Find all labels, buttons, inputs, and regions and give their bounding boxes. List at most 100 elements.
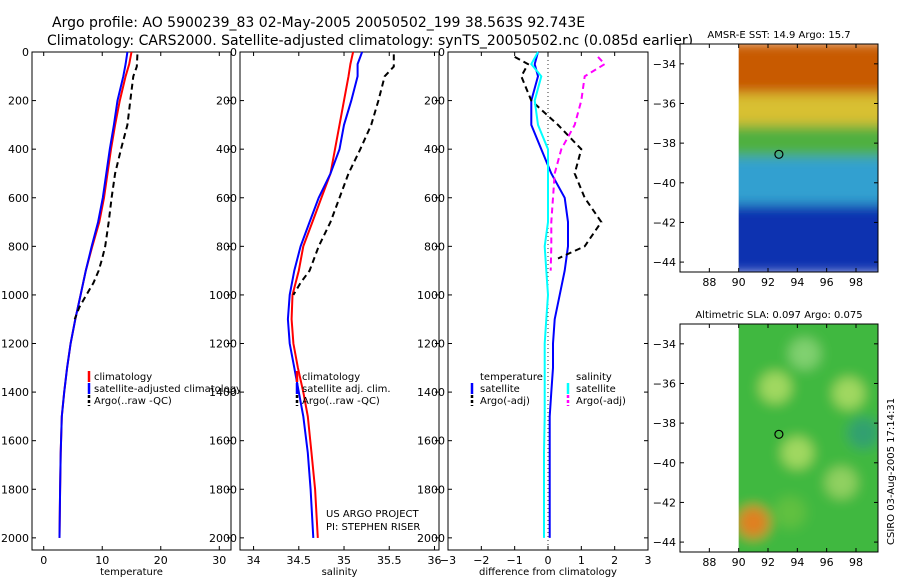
difference-xtick-label: 3 bbox=[645, 554, 652, 567]
salinity-xtick-label: 34.5 bbox=[287, 554, 312, 567]
sst_map-field bbox=[738, 44, 879, 272]
sst_map-xtick-label: 92 bbox=[761, 276, 775, 289]
sst_map-xtick-label: 90 bbox=[732, 276, 746, 289]
sla_map-ytick-label: −36 bbox=[653, 377, 676, 390]
project-note-line2: PI: STEPHEN RISER bbox=[326, 522, 420, 533]
difference-ytick-label: 200 bbox=[424, 95, 445, 108]
temperature-ytick-label: 1000 bbox=[1, 289, 29, 302]
difference-legend-label: satellite bbox=[480, 384, 520, 395]
sst_map-zone bbox=[738, 125, 879, 161]
difference-ytick-label: 1600 bbox=[417, 435, 445, 448]
sla_map-xtick-label: 90 bbox=[732, 556, 746, 569]
difference-legend-label: Argo(-adj) bbox=[576, 396, 626, 407]
salinity-ytick-label: 200 bbox=[216, 95, 237, 108]
header-line2: Climatology: CARS2000. Satellite-adjuste… bbox=[47, 33, 693, 49]
sla-map-panel: −34 −36 −38 −40 −42 −44 88 90 92 94 96 98 Altimetric… bbox=[653, 310, 879, 569]
sla_map-blob bbox=[774, 496, 806, 529]
difference-xtick-label: 0 bbox=[545, 554, 552, 567]
sla_map-blob bbox=[759, 371, 792, 404]
difference-series-temperature-argo-adj bbox=[514, 56, 603, 260]
salinity-frame bbox=[239, 51, 440, 551]
sla_map-title: Altimetric SLA: 0.097 Argo: 0.075 bbox=[695, 310, 862, 321]
salinity-ytick-label: 400 bbox=[216, 143, 237, 156]
sst_map-zone bbox=[738, 204, 879, 272]
sla_map-field-blurred bbox=[738, 324, 879, 552]
sla_map-ytick-label: −44 bbox=[653, 536, 676, 549]
temperature-ytick-label: 1800 bbox=[1, 483, 29, 496]
difference-xlabel: difference from climatology bbox=[479, 567, 617, 578]
temperature-xtick-label: 10 bbox=[95, 554, 109, 567]
sla_map-xtick-label: 98 bbox=[849, 556, 863, 569]
sla_map-ytick-label: −38 bbox=[653, 417, 676, 430]
sla_map-xtick-label: 88 bbox=[702, 556, 716, 569]
project-note-line1: US ARGO PROJECT bbox=[326, 509, 420, 520]
salinity-legend-label: satellite adj. clim. bbox=[302, 384, 391, 395]
sst_map-ytick-label: −42 bbox=[653, 216, 676, 229]
salinity-xtick-label: 34 bbox=[247, 554, 261, 567]
sla_map-ytick-label: −40 bbox=[653, 457, 676, 470]
sst_map-ytick-label: −34 bbox=[653, 58, 676, 71]
salinity-legend-label: climatology bbox=[302, 372, 360, 383]
difference-ytick-label: 600 bbox=[424, 192, 445, 205]
difference-xtick-label: 1 bbox=[578, 554, 585, 567]
salinity-xtick-label: 36 bbox=[427, 554, 441, 567]
temperature-ytick-label: 1600 bbox=[1, 435, 29, 448]
temperature-series-satellite-adjusted-climatology bbox=[58, 51, 129, 538]
salinity-panel: 0 200 400 600 800 1000 1200 1400 1600 1800 2000 34 3… bbox=[209, 46, 441, 578]
sla_map-blob bbox=[781, 436, 814, 469]
sst_map-title: AMSR-E SST: 14.9 Argo: 15.7 bbox=[707, 30, 850, 41]
sla_map-xtick-label: 94 bbox=[790, 556, 804, 569]
salinity-xtick-label: 35.5 bbox=[377, 554, 402, 567]
sst_map-xtick-label: 98 bbox=[849, 276, 863, 289]
salinity-ytick-label: 1800 bbox=[209, 483, 237, 496]
temperature-ytick-label: 400 bbox=[8, 143, 29, 156]
temperature-ytick-label: 1200 bbox=[1, 338, 29, 351]
salinity-ytick-label: 600 bbox=[216, 192, 237, 205]
salinity-ytick-label: 1400 bbox=[209, 386, 237, 399]
salinity-ytick-label: 800 bbox=[216, 240, 237, 253]
difference-xtick-label: −3 bbox=[440, 554, 456, 567]
temperature-ytick-label: 1400 bbox=[1, 386, 29, 399]
temperature-ytick-label: 200 bbox=[8, 95, 29, 108]
sst_map-frame bbox=[679, 43, 879, 273]
difference-legend-label: Argo(-adj) bbox=[480, 396, 530, 407]
temperature-ytick-label: 600 bbox=[8, 192, 29, 205]
sst_map-xtick-label: 88 bbox=[702, 276, 716, 289]
sla_map-argo-marker bbox=[774, 429, 784, 439]
sst_map-field-blurred bbox=[738, 44, 879, 272]
salinity-xtick-label: 35 bbox=[337, 554, 351, 567]
difference-ytick-label: 1800 bbox=[417, 483, 445, 496]
salinity-series-climatology bbox=[290, 51, 355, 538]
temperature-ytick-label: 2000 bbox=[1, 532, 29, 545]
difference-xtick-label: −1 bbox=[507, 554, 523, 567]
temperature-ytick-label: 800 bbox=[8, 240, 29, 253]
sst_map-xtick-label: 94 bbox=[790, 276, 804, 289]
salinity-xlabel: salinity bbox=[322, 567, 358, 578]
temperature-xtick-label: 0 bbox=[40, 554, 47, 567]
temperature-legend-label: satellite-adjusted climatology bbox=[94, 384, 242, 395]
sla_map-field bbox=[738, 324, 879, 552]
sla_map-xtick-label: 96 bbox=[820, 556, 834, 569]
difference-panel: 0 200 400 600 800 1000 1200 1400 1600 1800 2000 −3 −… bbox=[417, 46, 652, 578]
difference-ytick-label: 400 bbox=[424, 143, 445, 156]
sst_map-zone bbox=[738, 44, 879, 98]
difference-ytick-label: 1000 bbox=[417, 289, 445, 302]
temperature-xtick-label: 30 bbox=[212, 554, 226, 567]
temperature-legend-label: climatology bbox=[94, 372, 152, 383]
header-line1: Argo profile: AO 5900239_83 02-May-2005 … bbox=[52, 15, 585, 31]
difference-ytick-label: 2000 bbox=[417, 532, 445, 545]
difference-xtick-label: 2 bbox=[611, 554, 618, 567]
salinity-series-argo-raw-qc bbox=[292, 54, 395, 296]
salinity-ytick-label: 1600 bbox=[209, 435, 237, 448]
difference-series-salinity-argo-adj bbox=[549, 56, 607, 271]
sst_map-xtick-label: 96 bbox=[820, 276, 834, 289]
difference-series-temperature-satellite bbox=[530, 51, 569, 538]
sst_map-argo-marker bbox=[774, 149, 784, 159]
sst_map-ytick-label: −44 bbox=[653, 256, 676, 269]
difference-ytick-label: 0 bbox=[438, 46, 445, 59]
sla_map-frame bbox=[679, 323, 879, 553]
salinity-ytick-label: 2000 bbox=[209, 532, 237, 545]
salinity-ytick-label: 1000 bbox=[209, 289, 237, 302]
sst_map-ytick-label: −40 bbox=[653, 177, 676, 190]
salinity-ytick-label: 1200 bbox=[209, 338, 237, 351]
